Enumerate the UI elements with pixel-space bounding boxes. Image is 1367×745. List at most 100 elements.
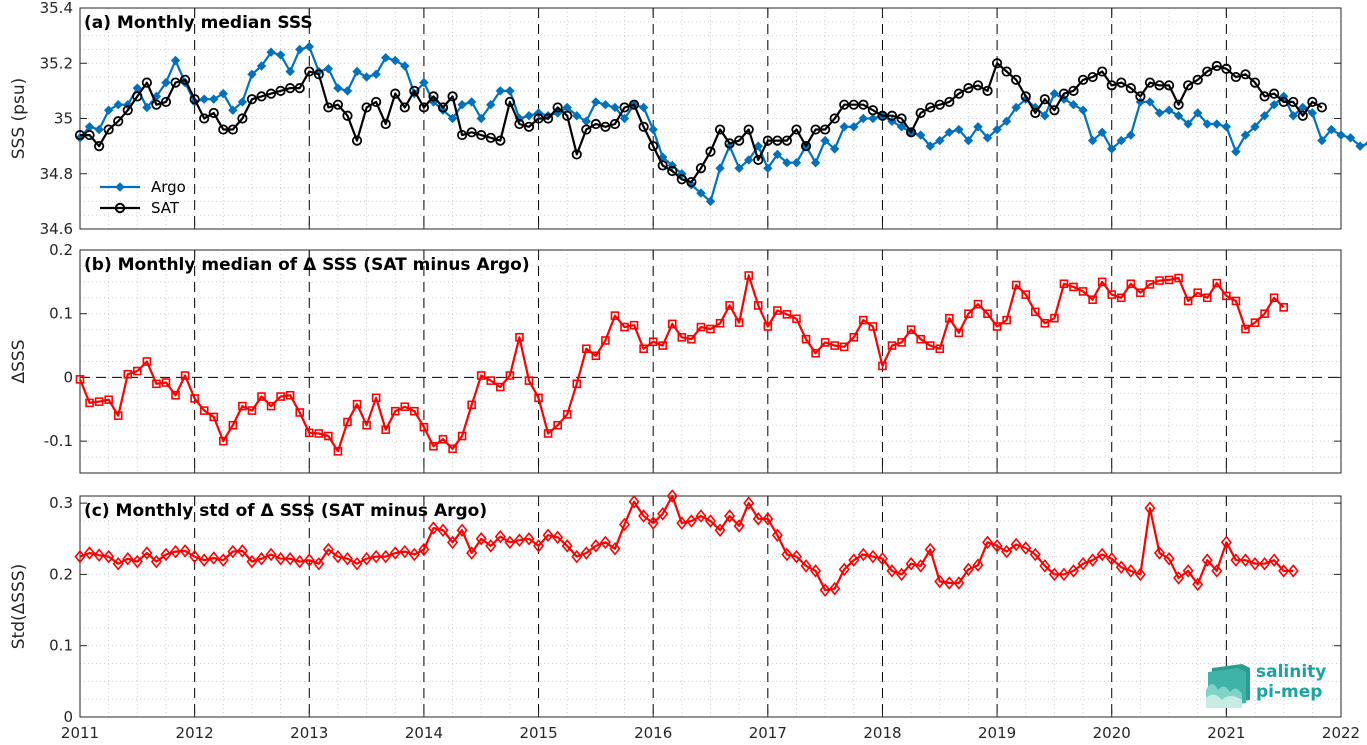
data-point: [352, 66, 362, 77]
data-point: [141, 546, 153, 560]
data-point: [333, 83, 343, 93]
data-point: [85, 398, 94, 408]
data-point: [677, 332, 687, 342]
data-point: [992, 322, 1002, 331]
data-point: [189, 549, 201, 564]
data-point: [524, 111, 534, 121]
data-point: [1011, 74, 1022, 85]
data-point: [896, 567, 908, 582]
data-point: [1039, 559, 1051, 573]
data-point: [1164, 275, 1174, 285]
data-point: [152, 379, 161, 389]
data-point: [247, 69, 257, 80]
data-point: [428, 91, 439, 102]
data-point: [495, 135, 506, 146]
data-point: [1212, 278, 1222, 288]
data-point: [150, 554, 162, 569]
data-point: [982, 535, 994, 550]
logo-mark-icon: [1206, 664, 1250, 708]
data-point: [1317, 135, 1327, 146]
data-point: [773, 306, 782, 315]
data-point: [1021, 290, 1031, 299]
data-point: [638, 121, 649, 132]
data-point: [257, 392, 266, 401]
data-point: [1211, 60, 1222, 72]
y-tick-label: 35.2: [40, 54, 73, 72]
data-point: [772, 135, 783, 146]
data-point: [133, 366, 142, 376]
data-point: [132, 91, 143, 102]
data-point: [1039, 94, 1050, 105]
data-point: [685, 514, 697, 528]
data-point: [533, 539, 545, 553]
data-point: [897, 338, 906, 347]
data-point: [1050, 313, 1059, 323]
data-point: [419, 77, 429, 88]
data-point: [581, 124, 592, 135]
data-point: [982, 133, 993, 143]
data-point: [733, 519, 745, 533]
data-point: [648, 124, 658, 135]
data-point: [295, 44, 305, 55]
data-point: [811, 348, 820, 358]
data-point: [972, 80, 984, 91]
data-point: [514, 118, 525, 130]
data-point: [887, 341, 897, 350]
data-point: [1336, 130, 1346, 140]
y-tick-label: 0.1: [49, 637, 73, 655]
data-point: [1087, 71, 1098, 83]
data-point: [1153, 546, 1166, 560]
data-point: [714, 523, 726, 537]
data-point: [1144, 501, 1156, 515]
x-tick-label: 2015: [519, 724, 557, 742]
logo-text-salinity: salinity: [1256, 662, 1326, 682]
data-point: [246, 94, 258, 105]
data-point: [1107, 144, 1117, 154]
data-point: [371, 96, 382, 108]
data-point: [782, 310, 792, 319]
data-point: [1011, 102, 1021, 113]
data-point: [1202, 119, 1212, 129]
data-point: [829, 113, 840, 124]
data-point: [209, 412, 219, 422]
data-point: [1278, 564, 1290, 578]
data-point: [1192, 577, 1204, 592]
data-point: [284, 551, 296, 566]
data-point: [448, 444, 457, 454]
data-point: [1288, 111, 1298, 121]
data-point: [857, 547, 869, 562]
data-point: [924, 542, 936, 557]
data-point: [610, 102, 620, 113]
data-point: [1174, 273, 1183, 283]
data-point: [676, 516, 688, 530]
data-point: [628, 494, 640, 509]
data-point: [295, 408, 305, 417]
data-point: [390, 406, 400, 416]
y-tick-label: 0.2: [49, 565, 73, 583]
data-point: [1240, 69, 1251, 80]
y-tick-label: 0.1: [49, 305, 73, 323]
data-point: [74, 549, 86, 564]
data-point: [361, 72, 372, 82]
legend-label-sat: SAT: [151, 199, 180, 217]
data-point: [1002, 315, 1011, 325]
data-point: [571, 149, 582, 160]
data-point: [1278, 96, 1289, 108]
data-point: [1078, 287, 1088, 296]
data-point: [1221, 122, 1232, 132]
data-point: [896, 122, 907, 132]
data-point: [208, 551, 220, 565]
data-point: [170, 55, 181, 66]
data-point: [800, 559, 812, 573]
data-point: [695, 163, 707, 174]
data-point: [1250, 122, 1260, 132]
data-point: [1077, 556, 1089, 571]
data-point: [800, 141, 812, 152]
series-line: [80, 62, 1323, 184]
data-point: [486, 99, 496, 110]
data-point: [304, 41, 314, 52]
data-point: [1145, 97, 1155, 107]
data-point: [1212, 119, 1222, 129]
data-point: [275, 85, 286, 96]
